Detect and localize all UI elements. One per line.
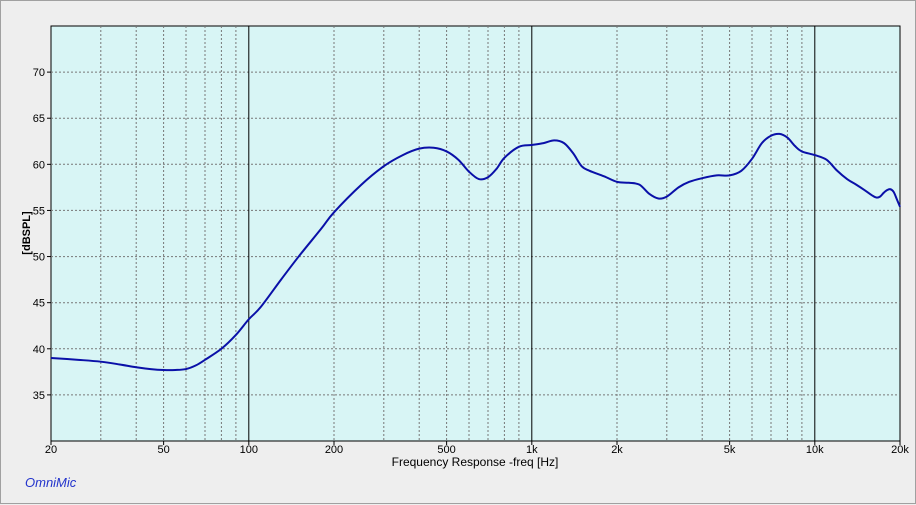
y-tick-label: 55 bbox=[33, 205, 45, 217]
y-tick-label: 45 bbox=[33, 298, 45, 310]
y-tick-label: 35 bbox=[33, 390, 45, 402]
y-tick-label: 65 bbox=[33, 113, 45, 125]
x-tick-label: 100 bbox=[240, 444, 258, 456]
series-line bbox=[50, 132, 901, 372]
x-tick-label: 500 bbox=[437, 444, 455, 456]
grid-lines bbox=[51, 26, 900, 441]
y-tick-label: 70 bbox=[33, 67, 45, 79]
decade-lines bbox=[248, 26, 816, 441]
x-tick-label: 200 bbox=[325, 444, 343, 456]
plot-area bbox=[50, 25, 901, 442]
y-tick-label: 50 bbox=[33, 252, 45, 264]
x-tick-label: 2k bbox=[611, 444, 623, 456]
brand-label: OmniMic bbox=[25, 475, 77, 490]
y-axis-label: [dBSPL] bbox=[21, 211, 33, 255]
y-axis-ticks: 35 40 45 50 55 60 65 70 bbox=[33, 67, 51, 402]
x-tick-label: 1k bbox=[526, 444, 538, 456]
y-tick-label: 40 bbox=[33, 344, 45, 356]
x-tick-label: 50 bbox=[157, 444, 169, 456]
y-tick-label: 60 bbox=[33, 159, 45, 171]
x-axis-label: Frequency Response -freq [Hz] bbox=[392, 455, 559, 469]
x-axis-ticks: 20 50 100 200 500 1k 2k 5k 10k 20k bbox=[45, 441, 909, 456]
x-tick-label: 20 bbox=[45, 444, 57, 456]
x-tick-label: 5k bbox=[724, 444, 736, 456]
x-tick-label: 20k bbox=[891, 444, 909, 456]
x-tick-label: 10k bbox=[806, 444, 824, 456]
